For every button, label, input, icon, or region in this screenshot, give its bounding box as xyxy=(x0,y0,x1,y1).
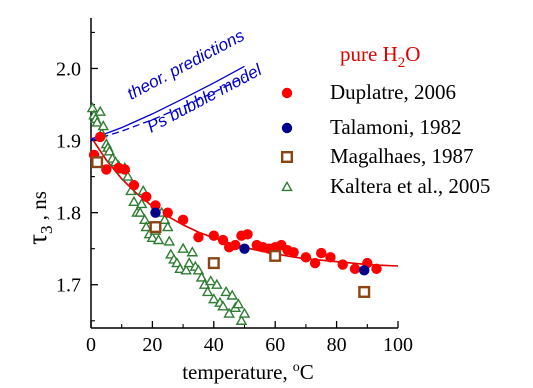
data-point xyxy=(207,257,220,270)
data-point xyxy=(163,235,176,246)
data-point xyxy=(208,230,219,241)
data-point xyxy=(242,229,253,240)
data-point xyxy=(325,252,336,263)
legend-marker xyxy=(281,180,293,192)
data-point xyxy=(337,259,348,270)
data-point xyxy=(193,231,204,243)
y-axis-title-main: τ xyxy=(22,234,52,245)
theory-curve-upper xyxy=(90,65,245,140)
data-point xyxy=(150,200,161,211)
legend-title: pure H2O xyxy=(340,42,420,71)
data-point xyxy=(95,131,106,143)
data-point xyxy=(158,213,171,225)
x-tick-label: 100 xyxy=(383,334,413,356)
data-point xyxy=(94,105,107,116)
data-point xyxy=(358,285,371,298)
data-point xyxy=(217,300,229,311)
x-tick-label: 40 xyxy=(204,334,224,356)
x-tick-label: 20 xyxy=(142,334,162,356)
legend-label: Kaltera et al., 2005 xyxy=(330,174,490,198)
legend-items: Duplatre, 2006 Talamoni, 1982 Magalhaes, 1… xyxy=(281,80,490,198)
data-point xyxy=(204,275,217,286)
data-point xyxy=(97,120,110,131)
data-point xyxy=(122,170,134,181)
data-point xyxy=(150,207,161,218)
data-point xyxy=(141,191,152,202)
data-point xyxy=(232,298,245,309)
data-point xyxy=(125,185,137,196)
legend-marker xyxy=(281,87,293,99)
data-point xyxy=(149,221,162,234)
data-point xyxy=(359,265,370,276)
y-tick-label: 2.0 xyxy=(56,58,81,80)
data-point xyxy=(101,164,112,175)
data-point xyxy=(135,197,148,209)
data-point xyxy=(309,257,321,269)
data-point xyxy=(223,307,235,318)
data-point xyxy=(174,262,186,274)
data-point xyxy=(138,213,151,225)
data-point xyxy=(300,252,312,263)
y-axis-title-unit: , ns xyxy=(27,191,51,225)
x-tick-label: 0 xyxy=(86,334,96,356)
data-point xyxy=(128,195,140,206)
legend-label: Duplatre, 2006 xyxy=(330,80,456,104)
data-point xyxy=(161,221,174,232)
data-point xyxy=(238,307,251,318)
x-tick-label: 80 xyxy=(327,334,347,356)
data-point xyxy=(177,214,189,226)
data-point xyxy=(349,263,361,275)
data-point xyxy=(220,285,232,297)
x-tick-label: 60 xyxy=(265,334,285,356)
data-point xyxy=(183,257,196,268)
data-point xyxy=(239,243,250,254)
data-point xyxy=(152,234,165,245)
data-point xyxy=(217,234,229,246)
data-point xyxy=(201,285,214,297)
x-axis-title: temperature, oC xyxy=(182,360,314,384)
data-point xyxy=(162,207,173,218)
y-tick-label: 1.7 xyxy=(56,275,81,297)
data-point xyxy=(230,239,241,251)
data-point xyxy=(103,145,116,156)
theory-curve-lower xyxy=(90,76,245,142)
y-axis-title-sub: 3 xyxy=(37,226,56,235)
y-tick-label: 1.8 xyxy=(56,203,81,225)
legend-label: Talamoni, 1982 xyxy=(330,115,462,139)
data-points xyxy=(86,102,382,325)
data-point xyxy=(146,231,159,243)
x-axis-title-main: temperature, xyxy=(182,360,288,384)
data-point xyxy=(207,293,220,304)
data-point xyxy=(316,247,327,259)
data-point xyxy=(180,264,192,275)
legend-label: Magalhaes, 1987 xyxy=(330,144,473,168)
data-point xyxy=(288,247,299,258)
data-point xyxy=(91,116,103,127)
data-point xyxy=(128,180,140,191)
legend-marker xyxy=(281,150,294,163)
data-point xyxy=(192,264,205,275)
data-point xyxy=(269,249,282,262)
x-axis-unit-sup: o xyxy=(293,360,300,375)
data-point xyxy=(177,242,189,253)
x-axis-unit: C xyxy=(300,360,314,384)
data-point xyxy=(134,206,146,217)
y-tick-label: 1.9 xyxy=(56,131,81,153)
data-point xyxy=(91,156,104,169)
legend: pure H2O Duplatre, 2006 Talamoni, 1982 Mag… xyxy=(281,42,490,198)
data-point xyxy=(195,271,208,282)
data-point xyxy=(86,102,99,113)
data-point xyxy=(371,263,382,275)
data-point xyxy=(235,314,248,325)
data-point xyxy=(140,221,153,232)
legend-marker xyxy=(281,122,293,134)
data-point xyxy=(119,164,130,175)
data-point xyxy=(226,289,239,300)
y-axis-title: τ3 , ns xyxy=(22,191,56,245)
data-point xyxy=(211,278,223,289)
data-point xyxy=(186,246,199,257)
axes: 0 20 40 60 80 100 1.7 1.8 1.9 2.0 xyxy=(56,18,413,356)
